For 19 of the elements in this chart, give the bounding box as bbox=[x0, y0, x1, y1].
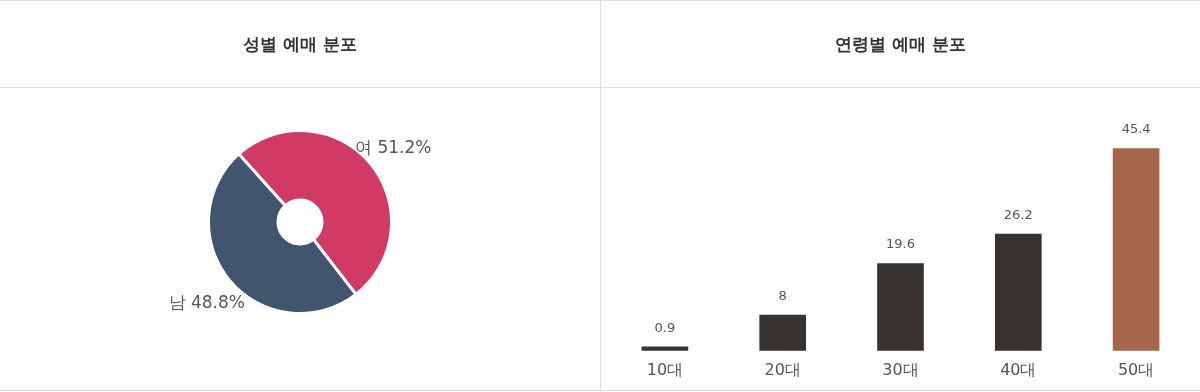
chart-title: 성별 예매 분포 bbox=[0, 1, 600, 88]
slice-label: 남 48.8% bbox=[168, 292, 245, 313]
data-label: 26.2 bbox=[1003, 206, 1033, 222]
x-tick-label: 50대 bbox=[1117, 359, 1155, 379]
data-label: 0.9 bbox=[654, 319, 676, 335]
bar bbox=[641, 346, 689, 351]
slice-label: 여 51.2% bbox=[355, 136, 432, 157]
chart-title: 연령별 예매 분포 bbox=[601, 1, 1200, 88]
x-tick-label: 10대 bbox=[646, 359, 684, 379]
x-tick-label: 40대 bbox=[1000, 359, 1037, 379]
data-label: 19.6 bbox=[886, 236, 915, 252]
x-tick-label: 30대 bbox=[882, 359, 919, 379]
bar bbox=[994, 233, 1042, 351]
bar bbox=[759, 314, 807, 351]
x-tick-label: 20대 bbox=[764, 359, 801, 379]
bar bbox=[877, 263, 924, 351]
data-label: 45.4 bbox=[1121, 121, 1151, 137]
bar bbox=[1112, 148, 1160, 351]
data-label: 8 bbox=[778, 288, 787, 304]
